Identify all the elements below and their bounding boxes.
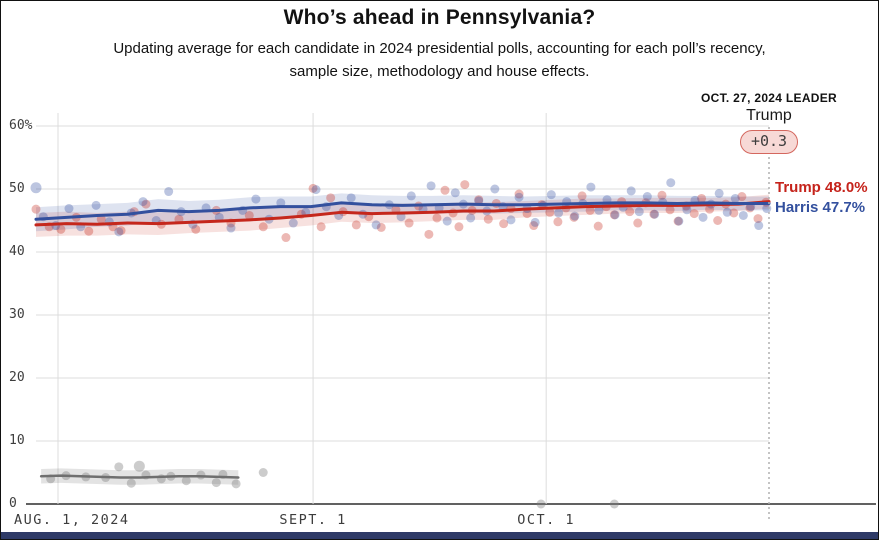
- trump-final-label: Trump 48.0%: [775, 179, 868, 196]
- bottom-accent-bar: [1, 532, 878, 539]
- y-axis-label: 0: [9, 496, 17, 511]
- x-axis-label: AUG. 1, 2024: [14, 512, 130, 528]
- x-axis-label: SEPT. 1: [279, 512, 347, 528]
- y-axis-label: 20: [9, 370, 25, 385]
- y-axis-label: 60%: [9, 118, 33, 133]
- x-axis-label: OCT. 1: [517, 512, 576, 528]
- y-axis-label: 30: [9, 307, 25, 322]
- y-axis-label: 40: [9, 244, 25, 259]
- y-axis-label: 50: [9, 181, 25, 196]
- leader-name: Trump: [746, 107, 792, 124]
- y-axis-label: 10: [9, 433, 25, 448]
- harris-final-label: Harris 47.7%: [775, 199, 866, 216]
- page-subtitle: Updating average for each candidate in 2…: [113, 40, 766, 80]
- leader-margin-badge: +0.3: [739, 130, 799, 154]
- page-title: Who’s ahead in Pennsylvania?: [283, 6, 596, 29]
- leader-date-label: OCT. 27, 2024 LEADER: [700, 91, 838, 105]
- leader-callout: OCT. 27, 2024 LEADER Trump +0.3: [689, 91, 849, 154]
